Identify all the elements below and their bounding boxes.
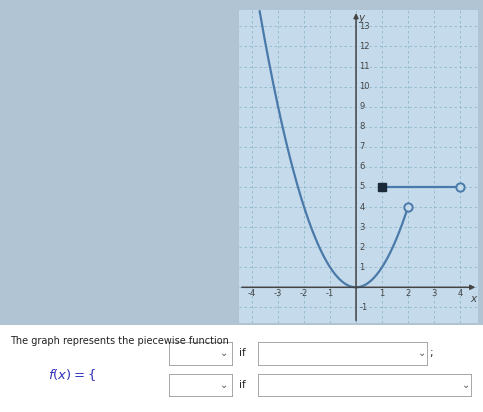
Text: 5: 5	[359, 183, 364, 192]
Text: 3: 3	[431, 289, 437, 298]
Text: -3: -3	[274, 289, 282, 298]
Text: 2: 2	[405, 289, 411, 298]
Text: 12: 12	[359, 42, 369, 51]
Text: -2: -2	[300, 289, 308, 298]
Text: if: if	[239, 380, 246, 390]
Text: 8: 8	[359, 122, 365, 131]
Text: y: y	[359, 13, 365, 23]
Text: ⌄: ⌄	[220, 380, 228, 390]
Text: 3: 3	[359, 222, 365, 232]
Text: 2: 2	[359, 243, 364, 252]
Text: 11: 11	[359, 62, 369, 71]
Text: 7: 7	[359, 142, 365, 151]
Text: ⌄: ⌄	[220, 348, 228, 358]
Text: x: x	[471, 294, 477, 304]
Text: $f(x) = \{$: $f(x) = \{$	[48, 367, 96, 383]
Text: -4: -4	[248, 289, 256, 298]
Text: ⌄: ⌄	[418, 348, 426, 358]
Text: if: if	[239, 348, 246, 358]
Text: 4: 4	[457, 289, 463, 298]
Text: 13: 13	[359, 22, 370, 31]
Text: The graph represents the piecewise function: The graph represents the piecewise funct…	[10, 336, 228, 346]
Text: -1: -1	[359, 303, 368, 312]
Text: 10: 10	[359, 82, 369, 91]
Text: 4: 4	[359, 203, 364, 211]
Text: 9: 9	[359, 102, 364, 111]
Text: ⌄: ⌄	[462, 380, 469, 390]
Text: ;: ;	[429, 348, 433, 358]
Text: -1: -1	[326, 289, 334, 298]
Text: 1: 1	[359, 263, 364, 272]
Text: 1: 1	[379, 289, 384, 298]
Text: 6: 6	[359, 162, 365, 171]
